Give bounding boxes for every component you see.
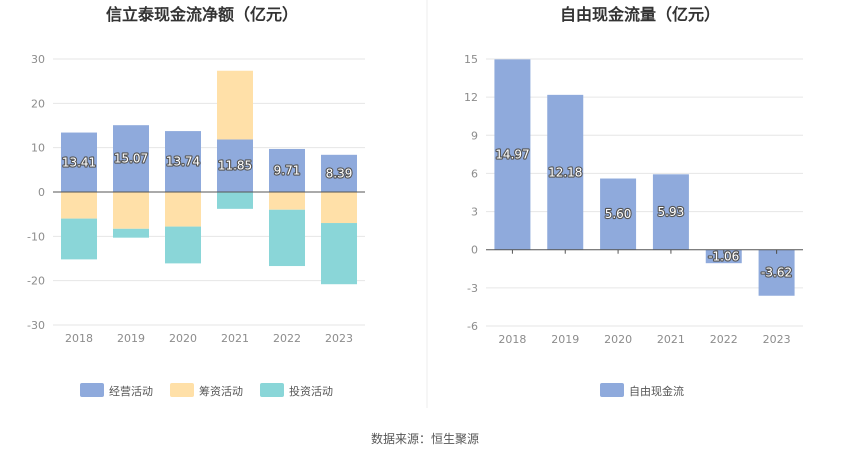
y-tick-label: 0 bbox=[38, 186, 45, 199]
data-label: 8.39 bbox=[326, 166, 353, 180]
bar bbox=[113, 228, 149, 238]
y-tick-label: -30 bbox=[27, 319, 45, 332]
data-label: -1.06 bbox=[708, 249, 739, 263]
source-text: 数据来源：恒生聚源 bbox=[371, 431, 479, 446]
y-tick-label: 0 bbox=[471, 244, 478, 257]
data-label: 13.41 bbox=[62, 155, 96, 169]
data-label: 5.93 bbox=[658, 205, 685, 219]
x-tick-label: 2022 bbox=[273, 332, 301, 345]
bar bbox=[165, 192, 201, 227]
bar bbox=[113, 125, 149, 192]
legend-label: 自由现金流 bbox=[629, 384, 684, 398]
bar bbox=[61, 132, 97, 192]
bar bbox=[113, 192, 149, 229]
data-label: 5.60 bbox=[605, 207, 632, 221]
y-tick-label: -20 bbox=[27, 275, 45, 288]
legend-swatch bbox=[260, 383, 284, 397]
legend-swatch bbox=[600, 383, 624, 397]
data-label: 14.97 bbox=[495, 148, 529, 162]
data-label: 15.07 bbox=[114, 152, 148, 166]
data-label: -3.62 bbox=[761, 266, 792, 280]
legend-swatch bbox=[170, 383, 194, 397]
data-label: 13.74 bbox=[166, 155, 200, 169]
y-tick-label: 15 bbox=[464, 53, 478, 66]
x-tick-label: 2021 bbox=[221, 332, 249, 345]
chart-title: 自由现金流量（亿元） bbox=[560, 5, 720, 24]
x-tick-label: 2020 bbox=[604, 333, 632, 346]
y-tick-label: -10 bbox=[27, 230, 45, 243]
bar bbox=[321, 223, 357, 285]
bar bbox=[269, 148, 305, 192]
x-tick-label: 2021 bbox=[657, 333, 685, 346]
bar bbox=[61, 218, 97, 260]
x-tick-label: 2020 bbox=[169, 332, 197, 345]
bar bbox=[61, 192, 97, 219]
bar bbox=[269, 192, 305, 210]
bar bbox=[600, 178, 637, 250]
x-tick-label: 2019 bbox=[117, 332, 145, 345]
legend-swatch bbox=[80, 383, 104, 397]
bar bbox=[652, 174, 689, 250]
y-tick-label: 12 bbox=[464, 91, 478, 104]
y-tick-label: 30 bbox=[31, 53, 45, 66]
bar bbox=[321, 154, 357, 192]
y-tick-label: 3 bbox=[471, 206, 478, 219]
bar bbox=[269, 209, 305, 267]
data-label: 11.85 bbox=[218, 159, 252, 173]
bar bbox=[217, 192, 253, 209]
y-tick-label: -3 bbox=[467, 282, 478, 295]
y-tick-label: 6 bbox=[471, 167, 478, 180]
bar bbox=[547, 94, 584, 250]
x-tick-label: 2018 bbox=[65, 332, 93, 345]
bar bbox=[705, 249, 742, 264]
y-tick-label: 20 bbox=[31, 97, 45, 110]
bar bbox=[494, 59, 531, 250]
x-tick-label: 2019 bbox=[551, 333, 579, 346]
bar bbox=[321, 192, 357, 224]
chart-title: 信立泰现金流净额（亿元） bbox=[106, 5, 298, 24]
bar bbox=[165, 226, 201, 264]
bar bbox=[217, 70, 253, 140]
legend-label: 筹资活动 bbox=[199, 384, 243, 398]
data-label: 12.18 bbox=[548, 165, 582, 179]
bar bbox=[165, 131, 201, 192]
x-tick-label: 2023 bbox=[763, 333, 791, 346]
y-tick-label: 9 bbox=[471, 129, 478, 142]
data-label: 9.71 bbox=[274, 163, 301, 177]
x-tick-label: 2022 bbox=[710, 333, 738, 346]
x-tick-label: 2023 bbox=[325, 332, 353, 345]
y-tick-label: 10 bbox=[31, 142, 45, 155]
bar bbox=[217, 139, 253, 192]
y-tick-label: -6 bbox=[467, 320, 478, 333]
bar bbox=[758, 249, 795, 296]
x-tick-label: 2018 bbox=[498, 333, 526, 346]
legend-label: 投资活动 bbox=[289, 384, 333, 398]
legend-label: 经营活动 bbox=[109, 384, 153, 398]
